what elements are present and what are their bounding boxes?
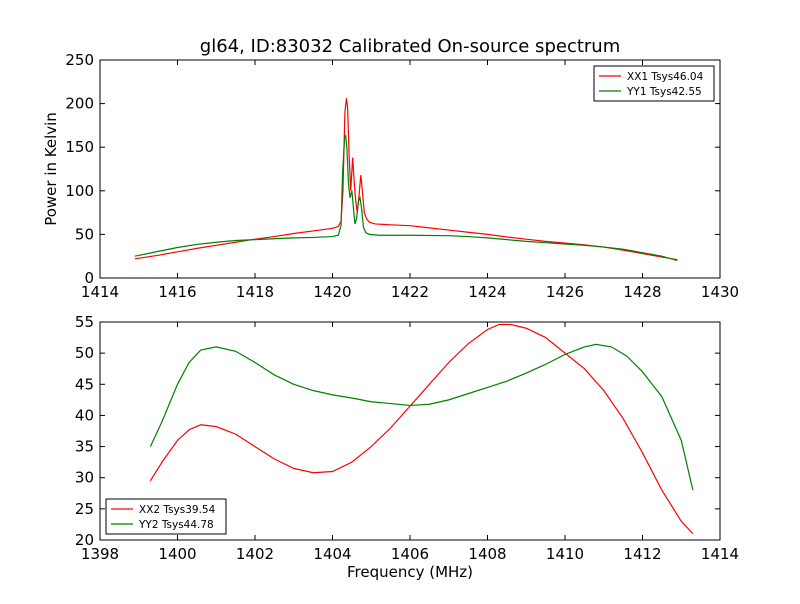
y-tick-label: 30 xyxy=(75,469,94,487)
x-tick-label: 1410 xyxy=(546,545,584,563)
y-tick-label: 20 xyxy=(75,531,94,549)
x-tick-label: 1428 xyxy=(623,283,661,301)
bottom-chart: Frequency (MHz) 1398 1400 1402 1404 1406 1408… xyxy=(75,313,739,581)
x-tick-label: 1400 xyxy=(158,545,196,563)
y-tick-label: 150 xyxy=(65,138,94,156)
y-tick-label: 0 xyxy=(84,269,94,287)
top-plot-area: 1414 1416 1418 1420 1422 1424 1426 1428 1430 0 50 1… xyxy=(65,51,739,301)
y-axis-label: Power in Kelvin xyxy=(42,112,60,226)
legend-box xyxy=(593,65,715,102)
y-tick-label: 35 xyxy=(75,438,94,456)
legend-box xyxy=(105,498,227,535)
chart-title: gl64, ID:83032 Calibrated On-source spec… xyxy=(200,36,620,57)
x-tick-label: 1420 xyxy=(313,283,351,301)
y-tick-label: 50 xyxy=(75,344,94,362)
y-tick-label: 45 xyxy=(75,375,94,393)
bottom-plot-area: 1398 1400 1402 1404 1406 1408 1410 1412 1414 20 25… xyxy=(75,313,739,563)
x-axis-label: Frequency (MHz) xyxy=(347,563,473,581)
legend-entry: XX1 Tsys46.04 xyxy=(627,71,704,83)
x-tick-label: 1416 xyxy=(158,283,196,301)
x-tick-label: 1402 xyxy=(236,545,274,563)
x-tick-label: 1406 xyxy=(391,545,429,563)
x-tick-label: 1430 xyxy=(701,283,739,301)
x-tick-label: 1422 xyxy=(391,283,429,301)
legend: XX1 Tsys46.04 YY1 Tsys42.55 xyxy=(593,65,715,102)
y-tick-label: 40 xyxy=(75,406,94,424)
x-tick-label: 1418 xyxy=(236,283,274,301)
legend-entry: YY1 Tsys42.55 xyxy=(626,86,702,98)
series-line-1 xyxy=(149,323,694,535)
y-tick-label: 250 xyxy=(65,51,94,69)
y-tick-label: 200 xyxy=(65,95,94,113)
x-tick-label: 1414 xyxy=(81,283,119,301)
series-line-2 xyxy=(134,133,678,262)
y-tick-label: 100 xyxy=(65,182,94,200)
legend: XX2 Tsys39.54 YY2 Tsys44.78 xyxy=(105,498,227,535)
legend-entry: XX2 Tsys39.54 xyxy=(139,504,216,516)
x-tick-label: 1424 xyxy=(468,283,506,301)
y-tick-label: 25 xyxy=(75,500,94,518)
x-tick-label: 1414 xyxy=(701,545,739,563)
series-line-2 xyxy=(149,343,694,491)
x-tick-label: 1398 xyxy=(81,545,119,563)
legend-entry: YY2 Tsys44.78 xyxy=(138,519,214,531)
top-chart: gl64, ID:83032 Calibrated On-source spec… xyxy=(42,36,739,301)
x-tick-label: 1412 xyxy=(623,545,661,563)
x-tick-label: 1404 xyxy=(313,545,351,563)
x-tick-label: 1426 xyxy=(546,283,584,301)
y-tick-label: 50 xyxy=(75,225,94,243)
y-tick-label: 55 xyxy=(75,313,94,331)
x-tick-label: 1408 xyxy=(468,545,506,563)
